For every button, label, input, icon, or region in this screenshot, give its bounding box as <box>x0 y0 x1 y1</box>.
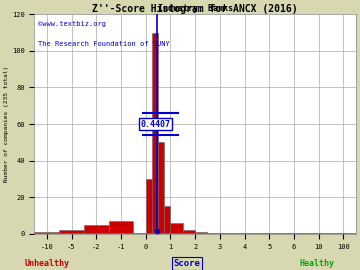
Bar <box>146 179 152 234</box>
Text: Healthy: Healthy <box>299 259 334 268</box>
Bar <box>158 142 164 234</box>
Bar <box>164 207 170 234</box>
Text: The Research Foundation of SUNY: The Research Foundation of SUNY <box>38 40 170 46</box>
Title: Z''-Score Histogram for ANCX (2016): Z''-Score Histogram for ANCX (2016) <box>92 4 298 14</box>
Bar <box>59 230 84 234</box>
Text: Industry: Banks: Industry: Banks <box>158 4 233 13</box>
Bar <box>35 232 59 234</box>
Text: Score: Score <box>174 259 201 268</box>
Bar <box>109 221 133 234</box>
Y-axis label: Number of companies (235 total): Number of companies (235 total) <box>4 66 9 182</box>
Text: 0.4407: 0.4407 <box>140 120 170 129</box>
Bar <box>183 230 195 234</box>
Text: Unhealthy: Unhealthy <box>24 259 69 268</box>
Text: ©www.textbiz.org: ©www.textbiz.org <box>38 21 105 27</box>
Bar <box>152 32 158 234</box>
Bar <box>183 232 207 234</box>
Bar <box>170 223 183 234</box>
Bar <box>84 225 109 234</box>
